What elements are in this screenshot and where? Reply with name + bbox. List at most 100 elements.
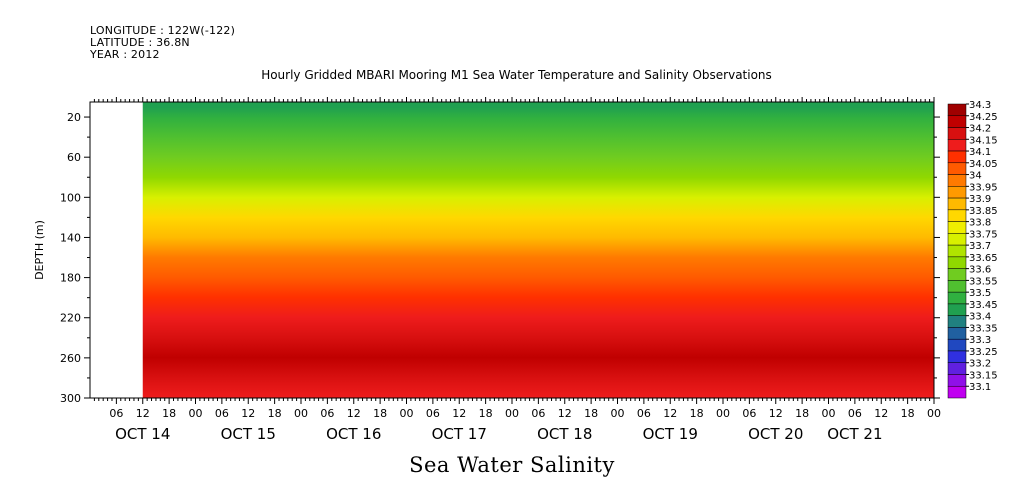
latitude-label: LATITUDE : 36.8N bbox=[90, 36, 190, 49]
x-day-label: OCT 21 bbox=[827, 425, 882, 443]
legend-label: 34.05 bbox=[969, 159, 998, 170]
legend-swatch bbox=[947, 233, 967, 246]
y-axis-title: DEPTH (m) bbox=[33, 220, 46, 280]
x-day-label: OCT 15 bbox=[221, 425, 276, 443]
legend-swatch bbox=[947, 256, 967, 269]
legend-swatch bbox=[947, 268, 967, 281]
longitude-label: LONGITUDE : 122W(-122) bbox=[90, 24, 236, 37]
x-hour-tick-label: 18 bbox=[795, 407, 809, 420]
plot-data-layer bbox=[142, 102, 934, 398]
legend-label: 33.45 bbox=[969, 300, 998, 311]
x-hour-tick-label: 06 bbox=[848, 407, 862, 420]
legend-swatch bbox=[947, 174, 967, 187]
x-hour-tick-label: 00 bbox=[294, 407, 308, 420]
legend-swatch bbox=[947, 291, 967, 305]
x-day-label: OCT 18 bbox=[537, 425, 592, 443]
legend-label: 34.3 bbox=[969, 100, 991, 111]
x-day-label: OCT 14 bbox=[115, 425, 170, 443]
legend-label: 33.3 bbox=[969, 335, 991, 346]
legend-swatch bbox=[947, 221, 967, 234]
legend-label: 33.6 bbox=[969, 265, 991, 276]
legend-label: 33.65 bbox=[969, 253, 998, 264]
y-tick-label: 100 bbox=[60, 191, 81, 204]
y-tick-label: 220 bbox=[60, 312, 81, 325]
y-tick-label: 180 bbox=[60, 272, 81, 285]
legend-label: 33.9 bbox=[969, 194, 991, 205]
legend-label: 34 bbox=[969, 171, 982, 182]
x-hour-tick-label: 18 bbox=[584, 407, 598, 420]
x-hour-tick-label: 00 bbox=[611, 407, 625, 420]
y-tick-label: 140 bbox=[60, 231, 81, 244]
legend-label: 33.2 bbox=[969, 359, 991, 370]
legend-swatch bbox=[947, 350, 967, 363]
x-hour-tick-label: 18 bbox=[479, 407, 493, 420]
legend-swatch bbox=[947, 362, 967, 375]
legend-swatch bbox=[947, 162, 967, 175]
x-hour-tick-label: 06 bbox=[742, 407, 756, 420]
legend-label: 34.2 bbox=[969, 124, 991, 135]
legend-label: 34.25 bbox=[969, 112, 998, 123]
y-tick-label: 20 bbox=[67, 111, 81, 124]
x-day-label: OCT 19 bbox=[643, 425, 698, 443]
legend-swatch bbox=[947, 139, 967, 152]
x-hour-tick-label: 06 bbox=[637, 407, 651, 420]
legend-swatch bbox=[947, 374, 967, 387]
legend-swatch bbox=[947, 385, 967, 399]
legend-swatch bbox=[947, 244, 967, 258]
x-day-label: OCT 20 bbox=[748, 425, 803, 443]
legend-label: 33.5 bbox=[969, 288, 991, 299]
x-hour-tick-label: 18 bbox=[268, 407, 282, 420]
legend-label: 33.35 bbox=[969, 323, 998, 334]
legend-label: 34.1 bbox=[969, 147, 991, 158]
x-axis-title: Sea Water Salinity bbox=[409, 453, 615, 477]
y-axis: 20 60 100 140 180 220 260 300 bbox=[60, 111, 940, 405]
x-hour-tick-label: 12 bbox=[452, 407, 466, 420]
legend-label: 34.15 bbox=[969, 135, 998, 146]
y-tick-label: 300 bbox=[60, 392, 81, 405]
salinity-field bbox=[142, 102, 934, 398]
x-hour-tick-label: 00 bbox=[505, 407, 519, 420]
x-hour-tick-label: 06 bbox=[215, 407, 229, 420]
legend-swatch bbox=[947, 338, 967, 352]
x-hour-tick-label: 00 bbox=[822, 407, 836, 420]
x-hour-tick-label: 06 bbox=[109, 407, 123, 420]
x-hour-tick-label: 06 bbox=[320, 407, 334, 420]
x-hour-tick-label: 12 bbox=[874, 407, 888, 420]
x-hour-tick-label: 12 bbox=[347, 407, 361, 420]
x-hour-tick-label: 06 bbox=[531, 407, 545, 420]
legend-swatch bbox=[947, 303, 967, 316]
legend-swatch bbox=[947, 209, 967, 222]
x-hour-tick-label: 18 bbox=[901, 407, 915, 420]
legend-label: 33.4 bbox=[969, 312, 991, 323]
legend-swatch bbox=[947, 115, 967, 128]
color-legend: 34.334.2534.234.1534.134.053433.9533.933… bbox=[947, 100, 998, 399]
legend-swatch bbox=[947, 103, 967, 117]
legend-swatch bbox=[947, 150, 967, 164]
legend-label: 33.85 bbox=[969, 206, 998, 217]
x-hour-tick-label: 12 bbox=[663, 407, 677, 420]
x-hour-tick-label: 00 bbox=[927, 407, 941, 420]
x-hour-tick-label: 00 bbox=[716, 407, 730, 420]
x-hour-tick-label: 18 bbox=[690, 407, 704, 420]
legend-label: 33.25 bbox=[969, 347, 998, 358]
y-tick-label: 60 bbox=[67, 151, 81, 164]
legend-label: 33.95 bbox=[969, 182, 998, 193]
legend-swatch bbox=[947, 127, 967, 140]
legend-label: 33.1 bbox=[969, 382, 991, 393]
legend-label: 33.7 bbox=[969, 241, 991, 252]
x-hour-tick-label: 00 bbox=[400, 407, 414, 420]
x-day-label: OCT 17 bbox=[432, 425, 487, 443]
y-tick-label: 260 bbox=[60, 352, 81, 365]
x-day-label: OCT 16 bbox=[326, 425, 381, 443]
x-hour-tick-label: 12 bbox=[136, 407, 150, 420]
legend-label: 33.75 bbox=[969, 229, 998, 240]
legend-swatch bbox=[947, 280, 967, 293]
x-hour-tick-label: 12 bbox=[769, 407, 783, 420]
legend-label: 33.8 bbox=[969, 218, 991, 229]
year-label: YEAR : 2012 bbox=[90, 48, 160, 61]
x-hour-tick-label: 18 bbox=[373, 407, 387, 420]
legend-swatch bbox=[947, 197, 967, 211]
legend-swatch bbox=[947, 327, 967, 340]
legend-label: 33.55 bbox=[969, 276, 998, 287]
